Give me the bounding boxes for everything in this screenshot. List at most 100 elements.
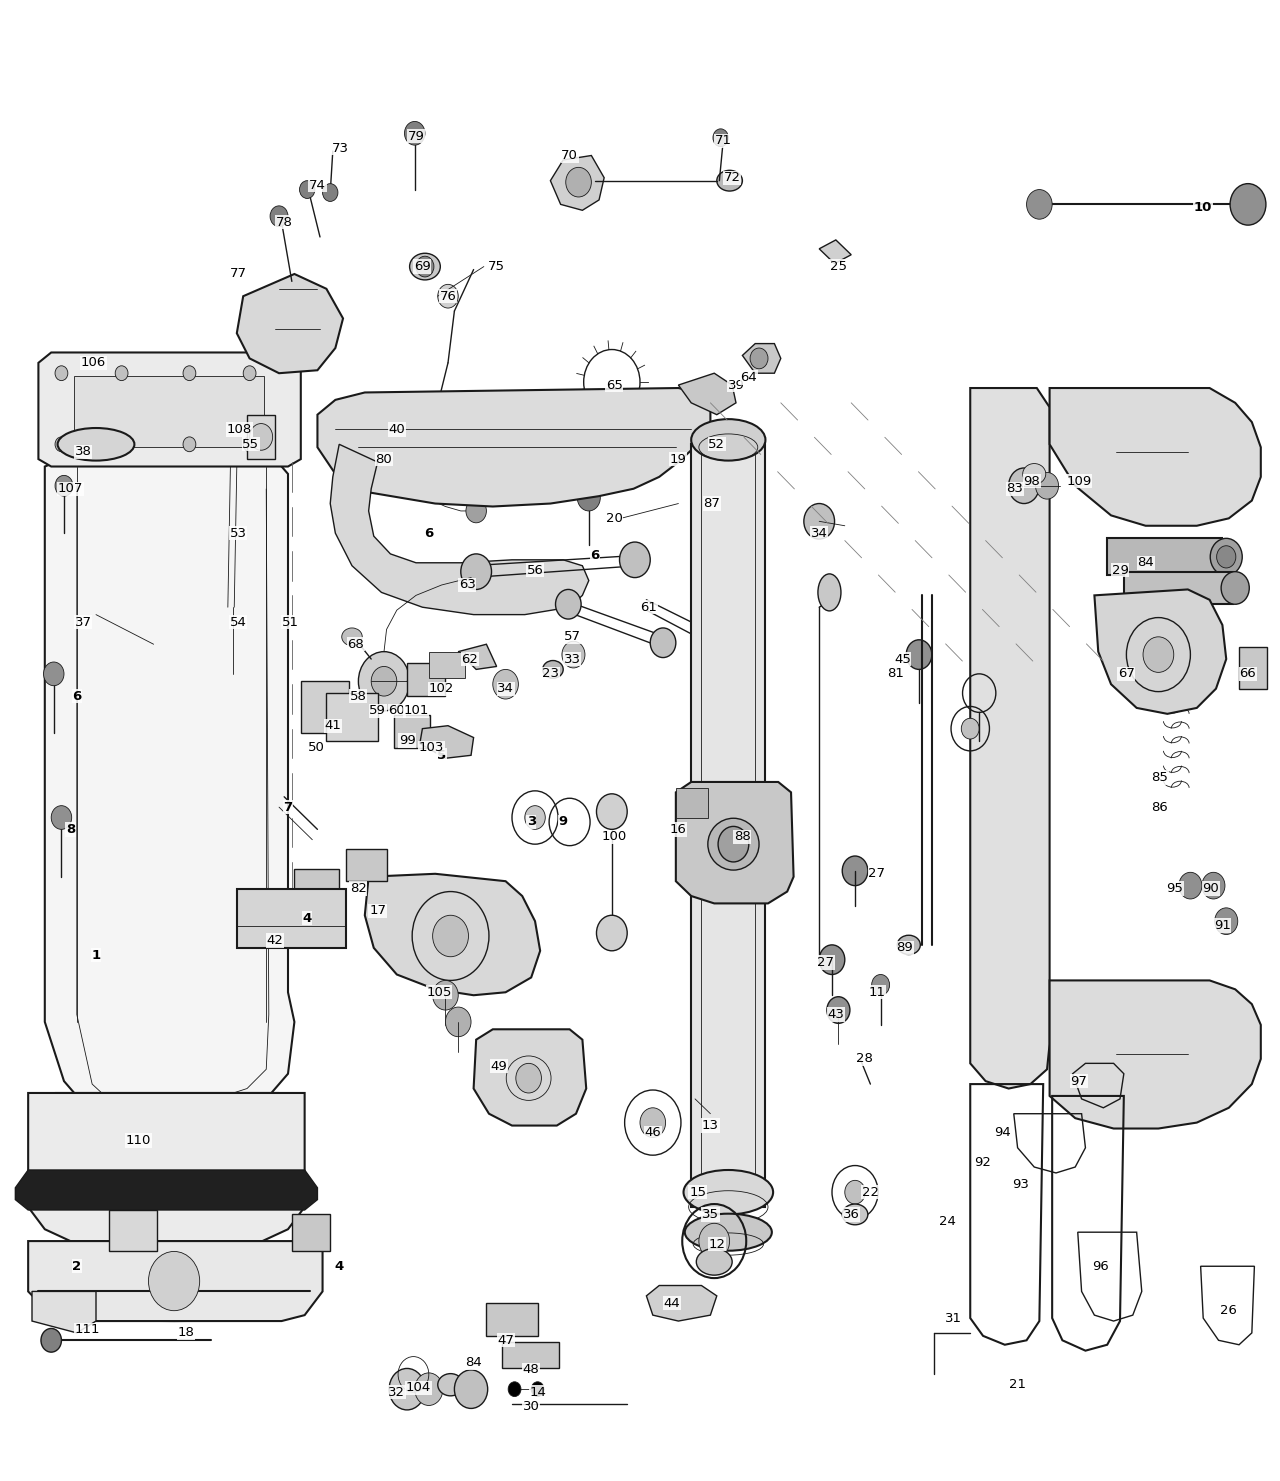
Text: 34: 34 xyxy=(810,527,828,539)
Polygon shape xyxy=(678,373,736,415)
Text: 29: 29 xyxy=(1111,564,1129,576)
Circle shape xyxy=(243,437,256,452)
Circle shape xyxy=(404,121,425,145)
Text: 36: 36 xyxy=(842,1208,860,1220)
Text: 108: 108 xyxy=(227,424,252,435)
Circle shape xyxy=(1027,190,1052,219)
Bar xyxy=(292,1214,330,1251)
Circle shape xyxy=(640,1108,666,1137)
Bar xyxy=(429,652,465,678)
Text: 23: 23 xyxy=(541,668,559,680)
Text: 69: 69 xyxy=(413,261,431,273)
Polygon shape xyxy=(28,1093,305,1241)
Text: 1: 1 xyxy=(91,949,101,961)
Circle shape xyxy=(323,184,338,201)
Circle shape xyxy=(1143,637,1174,672)
Text: 105: 105 xyxy=(426,986,452,998)
Circle shape xyxy=(845,1180,865,1204)
Text: 40: 40 xyxy=(388,424,406,435)
Polygon shape xyxy=(474,1029,586,1126)
Ellipse shape xyxy=(1217,545,1236,567)
Text: 78: 78 xyxy=(275,216,293,228)
Text: 91: 91 xyxy=(1213,920,1231,932)
Text: 44: 44 xyxy=(663,1297,681,1309)
Circle shape xyxy=(433,915,468,957)
Text: 67: 67 xyxy=(1117,668,1135,680)
Text: 33: 33 xyxy=(563,653,581,665)
Polygon shape xyxy=(317,388,710,507)
Text: 82: 82 xyxy=(349,883,367,895)
Text: 96: 96 xyxy=(1092,1260,1110,1272)
Text: 59: 59 xyxy=(369,705,387,717)
Circle shape xyxy=(531,1382,544,1397)
Circle shape xyxy=(1179,872,1202,899)
Ellipse shape xyxy=(708,818,759,869)
Text: 57: 57 xyxy=(563,631,581,643)
Text: 41: 41 xyxy=(324,720,342,732)
Text: 28: 28 xyxy=(855,1053,873,1065)
Text: 80: 80 xyxy=(375,453,393,465)
Text: 54: 54 xyxy=(229,616,247,628)
Polygon shape xyxy=(1050,980,1261,1129)
Circle shape xyxy=(41,1328,61,1352)
Text: 85: 85 xyxy=(1151,772,1169,783)
Text: 14: 14 xyxy=(529,1386,547,1398)
Circle shape xyxy=(44,662,64,686)
Text: 6: 6 xyxy=(72,690,82,702)
Bar xyxy=(247,415,275,459)
Bar xyxy=(502,1342,559,1368)
Polygon shape xyxy=(365,874,540,995)
Ellipse shape xyxy=(684,1170,773,1214)
Text: 101: 101 xyxy=(403,705,429,717)
Circle shape xyxy=(55,366,68,381)
Circle shape xyxy=(596,794,627,829)
Ellipse shape xyxy=(1221,572,1249,604)
Circle shape xyxy=(906,640,932,669)
Text: 103: 103 xyxy=(419,742,444,754)
Text: 86: 86 xyxy=(1151,801,1169,813)
Text: 61: 61 xyxy=(640,601,658,613)
Text: 81: 81 xyxy=(887,668,905,680)
Circle shape xyxy=(1009,468,1039,504)
Text: 71: 71 xyxy=(714,135,732,147)
Bar xyxy=(346,849,387,881)
Polygon shape xyxy=(550,156,604,210)
Circle shape xyxy=(433,980,458,1010)
Text: 11: 11 xyxy=(868,986,886,998)
Text: 110: 110 xyxy=(125,1134,151,1146)
Text: 6: 6 xyxy=(590,549,600,561)
Text: 12: 12 xyxy=(708,1238,726,1250)
Text: 87: 87 xyxy=(703,498,721,509)
Bar xyxy=(326,693,378,740)
Text: 22: 22 xyxy=(861,1186,879,1198)
Text: 64: 64 xyxy=(740,372,758,384)
Circle shape xyxy=(493,669,518,699)
Text: 89: 89 xyxy=(896,942,914,954)
Circle shape xyxy=(525,806,545,829)
Text: 37: 37 xyxy=(74,616,92,628)
Polygon shape xyxy=(1050,388,1261,526)
Text: 42: 42 xyxy=(266,935,284,946)
Text: 50: 50 xyxy=(307,742,325,754)
Text: 34: 34 xyxy=(497,683,515,695)
Circle shape xyxy=(1036,472,1059,499)
Text: 51: 51 xyxy=(282,616,300,628)
Text: 21: 21 xyxy=(1009,1379,1027,1391)
Circle shape xyxy=(695,424,726,459)
Text: 4: 4 xyxy=(302,912,312,924)
Text: 45: 45 xyxy=(893,653,911,665)
Text: 106: 106 xyxy=(81,357,106,369)
Bar xyxy=(294,869,339,906)
Circle shape xyxy=(827,997,850,1023)
Text: 107: 107 xyxy=(58,483,83,495)
Circle shape xyxy=(183,437,196,452)
Text: 104: 104 xyxy=(406,1382,431,1394)
Text: 13: 13 xyxy=(701,1120,719,1131)
Text: 46: 46 xyxy=(644,1127,662,1139)
Text: 4: 4 xyxy=(334,1260,344,1272)
Circle shape xyxy=(804,504,835,539)
Text: 62: 62 xyxy=(461,653,479,665)
Ellipse shape xyxy=(1023,464,1046,484)
Polygon shape xyxy=(676,782,794,903)
Circle shape xyxy=(148,1251,200,1311)
